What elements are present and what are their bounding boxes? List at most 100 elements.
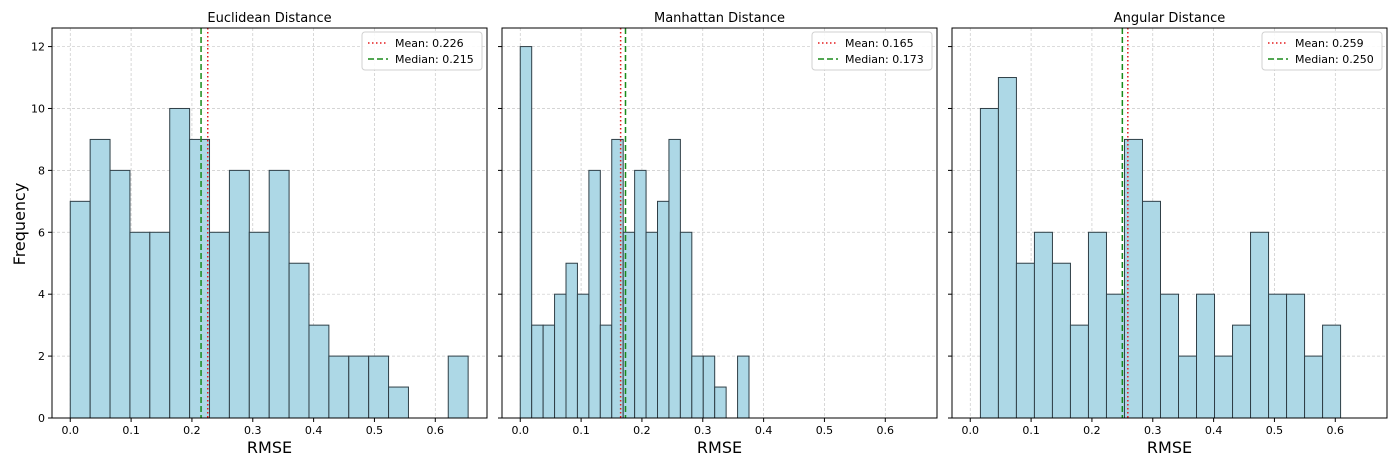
x-tick-label: 0.1 — [1022, 424, 1040, 437]
y-tick-label: 10 — [31, 102, 45, 115]
histogram-bar — [1268, 293, 1288, 419]
histogram-bar — [542, 324, 556, 419]
y-tick-label: 4 — [38, 288, 45, 301]
legend-mean-label: Mean: 0.165 — [845, 37, 914, 50]
histogram-bar — [149, 231, 171, 419]
panel-title: Manhattan Distance — [654, 11, 785, 26]
histogram-bar — [189, 138, 211, 419]
histogram-bar — [388, 386, 409, 419]
x-tick-label: 0.1 — [572, 424, 590, 437]
chart-panel-1: 0.0 0.1 0.2 0.3 0.4 0.5 0.6 0 2 4 6 8 10 12 Euclidean … — [31, 11, 488, 457]
histogram-bar — [109, 169, 131, 419]
histogram-bar — [1214, 355, 1234, 419]
histogram-bar — [519, 46, 533, 419]
histogram-bar — [679, 231, 693, 419]
y-tick-label: 0 — [38, 412, 45, 425]
histogram-bar — [702, 355, 716, 419]
histogram-bar — [169, 107, 191, 419]
histogram-bar — [634, 169, 647, 419]
x-axis-label: RMSE — [247, 438, 292, 457]
histogram-bar — [997, 77, 1017, 419]
histogram-bar — [1232, 324, 1252, 419]
chart-panel-2: 0.0 0.1 0.2 0.3 0.4 0.5 0.6 Manhattan Distance R… — [498, 11, 938, 457]
histogram-bar — [1322, 324, 1342, 419]
legend: Mean: 0.259 Median: 0.250 — [1261, 31, 1383, 71]
histogram-bar — [554, 293, 567, 419]
histogram-bar — [288, 262, 310, 419]
x-tick-label: 0.3 — [244, 424, 262, 437]
histogram-bar — [599, 324, 613, 419]
histogram-bar — [714, 386, 727, 419]
histogram-bar — [737, 355, 750, 419]
histogram-bar — [268, 169, 290, 419]
panel-title: Angular Distance — [1114, 11, 1226, 26]
chart-panel-3: 0.0 0.1 0.2 0.3 0.4 0.5 0.6 Angular Distance RMS… — [948, 11, 1388, 457]
x-tick-label: 0.0 — [62, 424, 80, 437]
x-tick-label: 0.2 — [183, 424, 201, 437]
plot-frame — [51, 27, 488, 419]
x-tick-label: 0.2 — [633, 424, 651, 437]
histogram-bar — [1069, 324, 1089, 419]
histogram-bar — [565, 262, 578, 419]
histogram-bar — [588, 169, 601, 419]
histogram-bar — [645, 231, 659, 419]
figure-ylabel: Frequency — [10, 183, 29, 266]
x-tick-label: 0.1 — [122, 424, 140, 437]
histogram-bar — [89, 138, 111, 419]
histogram-bar — [248, 231, 270, 419]
histogram-bar — [1286, 293, 1306, 419]
histogram-bar — [1178, 355, 1198, 419]
panel-title: Euclidean Distance — [207, 11, 331, 26]
legend-median-label: Median: 0.173 — [845, 53, 924, 66]
x-tick-label: 0.3 — [1144, 424, 1162, 437]
histogram-bar — [1141, 200, 1161, 419]
x-tick-label: 0.6 — [877, 424, 895, 437]
histogram-bar — [209, 231, 230, 419]
legend-median-label: Median: 0.215 — [395, 53, 474, 66]
histogram-bar — [979, 107, 999, 419]
x-tick-label: 0.4 — [305, 424, 323, 437]
x-tick-label: 0.5 — [1266, 424, 1284, 437]
histogram-bar — [1159, 293, 1180, 419]
legend-box — [361, 31, 483, 71]
histogram-bar — [1051, 262, 1071, 419]
legend-box — [811, 31, 933, 71]
legend-mean-label: Mean: 0.226 — [395, 37, 464, 50]
histogram-bar — [1250, 231, 1270, 419]
x-tick-label: 0.3 — [694, 424, 712, 437]
histogram-bar — [691, 355, 704, 419]
x-axis-label: RMSE — [1147, 438, 1192, 457]
legend-box — [1261, 31, 1383, 71]
legend: Mean: 0.226 Median: 0.215 — [361, 31, 483, 71]
x-axis-label: RMSE — [697, 438, 742, 457]
histogram-bar — [348, 355, 370, 419]
histogram-bar — [1196, 293, 1216, 419]
histogram-bar — [576, 293, 590, 419]
histogram-bar — [69, 200, 91, 419]
x-tick-label: 0.5 — [366, 424, 384, 437]
legend: Mean: 0.165 Median: 0.173 — [811, 31, 933, 71]
histogram-bar — [129, 231, 151, 419]
histogram-bar — [368, 355, 390, 419]
histogram-bar — [328, 355, 350, 419]
histogram-bar — [1033, 231, 1053, 419]
histogram-bar — [531, 324, 544, 419]
legend-median-label: Median: 0.250 — [1295, 53, 1374, 66]
histogram-bar — [668, 138, 681, 419]
plot-frame — [951, 27, 1388, 419]
x-tick-label: 0.6 — [427, 424, 445, 437]
histogram-bar — [1304, 355, 1324, 419]
y-tick-label: 6 — [38, 226, 45, 239]
histogram-bar — [1015, 262, 1035, 419]
y-tick-label: 12 — [31, 41, 45, 54]
histogram-bar — [308, 324, 330, 419]
histogram-bar — [447, 355, 469, 419]
x-tick-label: 0.6 — [1327, 424, 1345, 437]
x-tick-label: 0.4 — [1205, 424, 1223, 437]
histogram-bar — [611, 138, 624, 419]
histogram-bar — [1087, 231, 1107, 419]
y-tick-label: 8 — [38, 164, 45, 177]
x-tick-label: 0.5 — [816, 424, 834, 437]
plot-frame — [501, 27, 938, 419]
